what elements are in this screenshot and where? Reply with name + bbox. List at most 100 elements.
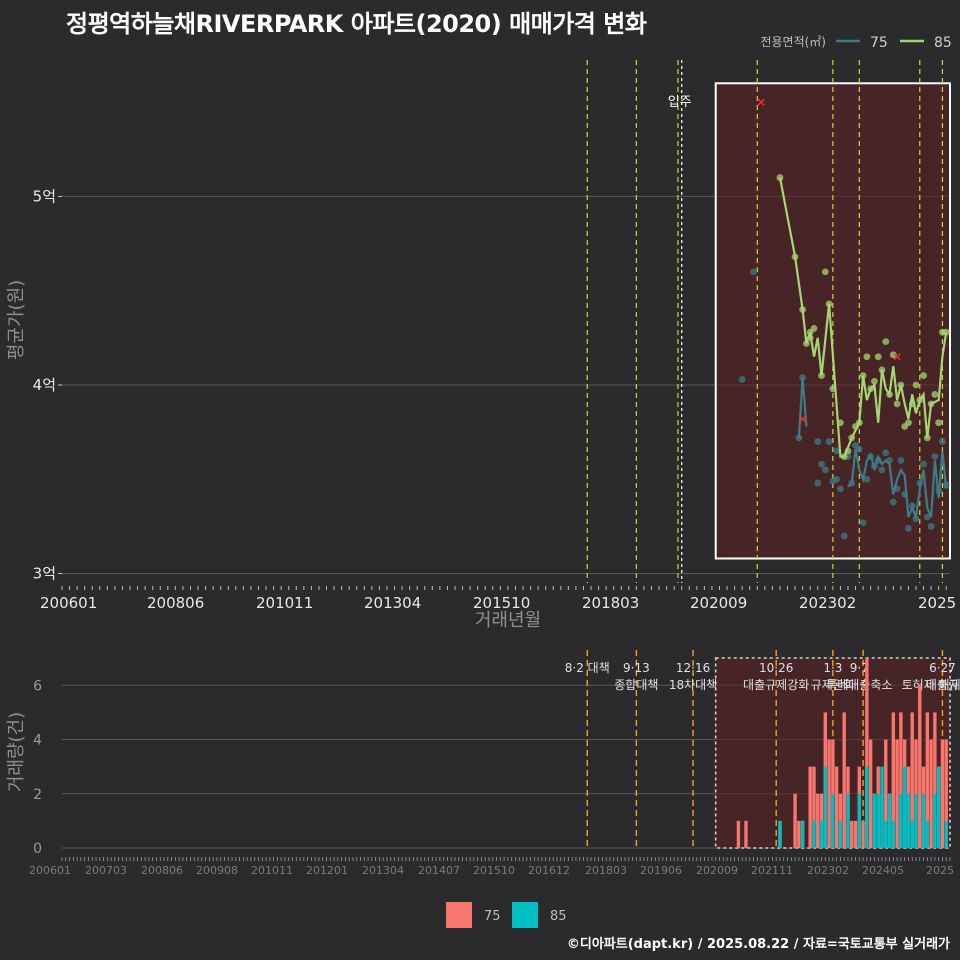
volume-bar-85 bbox=[906, 793, 911, 848]
cancelled-deal-mark bbox=[799, 415, 807, 423]
price-point-75 bbox=[833, 475, 841, 483]
price-point-75 bbox=[840, 532, 848, 540]
legend-label-75: 75 bbox=[484, 909, 501, 924]
price-point-85 bbox=[821, 268, 829, 276]
footer-credit: ©디아파트(dapt.kr) / 2025.08.22 / 자료=국토교통부 실… bbox=[566, 937, 950, 952]
volume-bar-85 bbox=[925, 820, 930, 848]
volume-bar-75 bbox=[812, 766, 816, 848]
volume-bar-75 bbox=[868, 739, 873, 848]
x-tick-label: 201407 bbox=[418, 864, 460, 877]
legend-title: 전용면적(㎡) bbox=[760, 35, 826, 49]
volume-bar-85 bbox=[838, 820, 843, 848]
volume-bar-85 bbox=[846, 793, 850, 848]
price-point-75 bbox=[905, 524, 912, 532]
y-axis-label: 거래량(건) bbox=[6, 712, 27, 792]
price-point-75 bbox=[833, 447, 841, 455]
x-tick-label: 201906 bbox=[640, 864, 682, 877]
x-tick-label: 2025 bbox=[918, 594, 956, 612]
x-tick-label: 201803 bbox=[582, 594, 639, 612]
volume-bar-85 bbox=[944, 820, 948, 848]
x-tick-label: 202009 bbox=[690, 594, 747, 612]
policy-label: 특례대출축소 bbox=[826, 678, 892, 692]
policy-label: 규제완화 bbox=[811, 678, 855, 692]
legend-swatch-85 bbox=[512, 902, 538, 928]
y-axis-label: 평균가(원) bbox=[6, 280, 27, 360]
volume-bar-75 bbox=[899, 712, 903, 848]
volume-bar-75 bbox=[929, 739, 933, 848]
volume-bar-85 bbox=[812, 820, 816, 848]
volume-bar-85 bbox=[902, 766, 907, 848]
price-point-75 bbox=[814, 438, 822, 445]
volume-bar-85 bbox=[823, 766, 828, 848]
policy-label: 8·2 대책 bbox=[565, 660, 610, 675]
x-axis-label: 거래년월 bbox=[475, 610, 541, 631]
volume-bar-75 bbox=[925, 712, 930, 848]
volume-bar-85 bbox=[891, 820, 896, 848]
volume-bar-75 bbox=[850, 820, 854, 848]
volume-bar-75 bbox=[827, 739, 831, 848]
x-tick-label: 201011 bbox=[251, 864, 293, 877]
volume-bar-75 bbox=[842, 712, 846, 848]
volume-panel: 0 2 4 6 200601 200703 200806 200908 201011 201201… bbox=[6, 650, 960, 877]
volume-bar-85 bbox=[921, 793, 926, 848]
volume-bar-85 bbox=[933, 793, 937, 848]
move-in-label: 입주 bbox=[668, 95, 692, 110]
price-point-75 bbox=[920, 460, 927, 468]
price-line-75 bbox=[797, 377, 808, 438]
price-point-75 bbox=[795, 434, 803, 442]
price-point-75 bbox=[855, 445, 863, 453]
x-tick-label: 201304 bbox=[362, 864, 404, 877]
price-point-85 bbox=[871, 377, 878, 385]
volume-bar-85 bbox=[914, 793, 918, 848]
x-tick-label: 201803 bbox=[585, 864, 627, 877]
volume-bar-75 bbox=[736, 820, 741, 848]
y-tick-label: 3억 bbox=[33, 565, 56, 583]
volume-bar-75 bbox=[744, 820, 748, 848]
price-point-85 bbox=[874, 353, 882, 361]
x-tick-label: 200806 bbox=[147, 594, 204, 612]
volume-bar-75 bbox=[891, 712, 896, 848]
policy-label: 9·7 bbox=[850, 661, 869, 675]
volume-bar-75 bbox=[944, 739, 948, 848]
x-tick-label: 201304 bbox=[364, 594, 421, 612]
x-tick-label: 200601 bbox=[29, 864, 71, 877]
price-point-75 bbox=[859, 519, 867, 527]
volume-bar-85 bbox=[876, 793, 880, 848]
price-point-75 bbox=[931, 453, 939, 461]
x-tick-label: 202111 bbox=[751, 864, 793, 877]
price-point-75 bbox=[821, 466, 829, 474]
legend-label-85: 85 bbox=[550, 909, 567, 924]
price-point-75 bbox=[897, 457, 905, 464]
legends: 전용면적(㎡) 75 85 75 85 bbox=[446, 35, 952, 928]
x-tick-label: 200703 bbox=[85, 864, 127, 877]
x-tick-label: 201201 bbox=[306, 864, 348, 877]
x-tick-label: 200908 bbox=[196, 864, 238, 877]
price-point-75 bbox=[939, 438, 946, 445]
price-point-75 bbox=[818, 460, 825, 468]
price-panel: 3억 4억 5억 200601 200806 201011 201304 201510 2018… bbox=[6, 60, 956, 631]
price-line-75 bbox=[847, 448, 948, 522]
volume-bar-75 bbox=[834, 766, 839, 848]
volume-bar-75 bbox=[853, 820, 858, 848]
cancelled-deal-mark bbox=[757, 98, 765, 106]
volume-bar-75 bbox=[797, 820, 801, 848]
price-point-75 bbox=[927, 523, 935, 530]
chart-title: 정평역하늘채RIVERPARK 아파트(2020) 매매가격 변화 bbox=[66, 10, 647, 38]
price-point-75 bbox=[825, 438, 833, 445]
policy-label: 1·3 bbox=[823, 661, 842, 675]
volume-bar-75 bbox=[918, 685, 922, 848]
price-point-85 bbox=[912, 381, 920, 389]
policy-label: 대출규 bbox=[926, 678, 959, 692]
volume-bar-75 bbox=[861, 820, 865, 848]
x-tick-label: 202009 bbox=[696, 864, 738, 877]
price-point-85 bbox=[776, 174, 784, 181]
volume-bar-85 bbox=[800, 820, 805, 848]
volume-bar-75 bbox=[933, 712, 937, 848]
legend-label-75: 75 bbox=[870, 35, 888, 51]
price-point-75 bbox=[878, 466, 886, 474]
volume-bar-75 bbox=[910, 712, 914, 848]
policy-label: 종합대책 bbox=[614, 677, 658, 692]
price-point-85 bbox=[920, 372, 927, 379]
policy-label: 12·16 bbox=[676, 661, 710, 675]
price-point-85 bbox=[889, 351, 897, 359]
